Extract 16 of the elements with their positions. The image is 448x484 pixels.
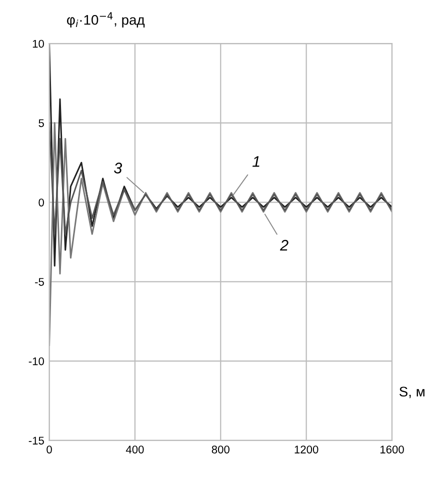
y-tick-label: -10 <box>28 357 44 366</box>
annotation: 2 <box>280 240 288 251</box>
y-tick-label: -15 <box>28 436 44 445</box>
x-tick-label: 1600 <box>380 446 404 454</box>
x-tick-label: 1200 <box>294 446 318 454</box>
y-tick-label: 10 <box>32 40 44 48</box>
x-tick-label: 400 <box>126 446 144 454</box>
y-axis-title: φ$_{i}$·10$^{−4}$, рад <box>66 12 145 28</box>
y-tick-label: 0 <box>38 198 44 206</box>
x-tick-label: 800 <box>212 446 230 454</box>
y-tick-label: -5 <box>35 278 44 286</box>
x-axis-title: S, м <box>399 386 424 398</box>
annotation: 1 <box>252 156 260 167</box>
x-tick-label: 0 <box>46 446 52 454</box>
annotation: 3 <box>114 162 122 174</box>
y-tick-label: 5 <box>38 119 44 128</box>
